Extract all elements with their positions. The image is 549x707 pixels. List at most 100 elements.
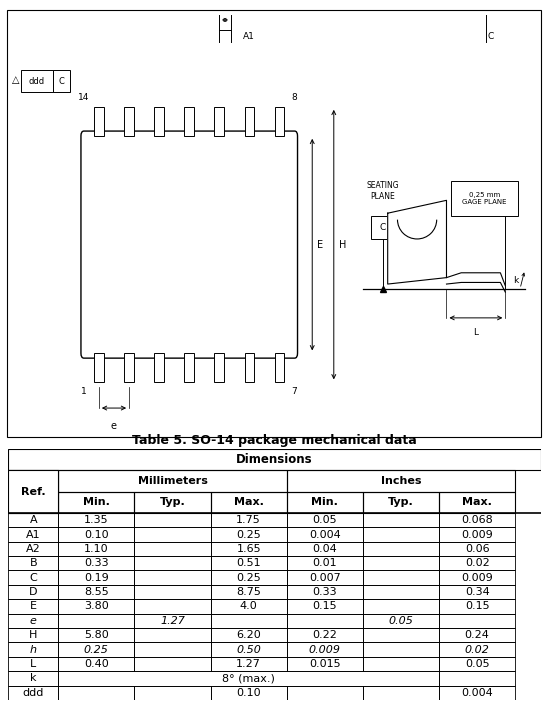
Bar xyxy=(58,614,135,628)
Text: Ref.: Ref. xyxy=(21,497,46,508)
Bar xyxy=(211,491,287,513)
Bar xyxy=(371,216,395,239)
Bar xyxy=(58,585,135,600)
Text: C: C xyxy=(380,223,386,232)
Polygon shape xyxy=(388,200,446,284)
Bar xyxy=(287,571,363,585)
Bar xyxy=(135,571,211,585)
Bar xyxy=(274,107,284,136)
Bar xyxy=(58,571,135,585)
Bar xyxy=(439,527,515,542)
Text: 0.25: 0.25 xyxy=(236,530,261,539)
Text: B: B xyxy=(30,559,37,568)
Text: 0.15: 0.15 xyxy=(312,602,337,612)
Text: 0.22: 0.22 xyxy=(312,630,337,641)
Bar xyxy=(135,527,211,542)
Text: 0.068: 0.068 xyxy=(461,515,493,525)
Text: 0.02: 0.02 xyxy=(464,645,490,655)
Bar xyxy=(287,527,363,542)
Text: 0.02: 0.02 xyxy=(465,559,490,568)
Text: 1.27: 1.27 xyxy=(236,659,261,669)
Text: Millimeters: Millimeters xyxy=(138,476,208,486)
Bar xyxy=(8,449,541,470)
Bar xyxy=(8,527,58,542)
Bar xyxy=(287,542,363,556)
Bar xyxy=(124,354,134,382)
Bar xyxy=(58,491,135,513)
Text: A1: A1 xyxy=(26,530,41,539)
Bar xyxy=(135,585,211,600)
Text: Max.: Max. xyxy=(234,497,264,508)
Text: 0.009: 0.009 xyxy=(309,645,341,655)
Bar xyxy=(363,585,439,600)
Bar xyxy=(363,600,439,614)
Text: L: L xyxy=(473,327,478,337)
Bar xyxy=(211,643,287,657)
Bar xyxy=(135,542,211,556)
Text: h: h xyxy=(30,645,37,655)
Bar xyxy=(363,571,439,585)
Bar xyxy=(287,614,363,628)
Bar xyxy=(244,354,254,382)
Bar xyxy=(439,556,515,571)
Text: 0.004: 0.004 xyxy=(461,688,493,698)
Bar xyxy=(215,107,224,136)
Text: A1: A1 xyxy=(243,32,255,40)
Bar xyxy=(439,628,515,643)
Text: Table 5. SO-14 package mechanical data: Table 5. SO-14 package mechanical data xyxy=(132,434,417,447)
Bar xyxy=(94,354,104,382)
Text: 8: 8 xyxy=(292,93,298,102)
Bar xyxy=(21,70,53,93)
Text: k: k xyxy=(30,673,37,684)
Bar xyxy=(58,671,439,686)
Bar xyxy=(94,107,104,136)
Text: 0.33: 0.33 xyxy=(312,587,337,597)
Bar xyxy=(135,657,211,671)
Text: Dimensions: Dimensions xyxy=(236,453,313,466)
Bar xyxy=(8,671,58,686)
Text: Inches: Inches xyxy=(380,476,421,486)
Bar xyxy=(287,657,363,671)
Text: 1.75: 1.75 xyxy=(236,515,261,525)
Text: 0.05: 0.05 xyxy=(389,616,413,626)
Bar xyxy=(215,354,224,382)
Text: e: e xyxy=(30,616,37,626)
Text: 6.20: 6.20 xyxy=(236,630,261,641)
Bar xyxy=(439,571,515,585)
Text: 0.05: 0.05 xyxy=(465,659,490,669)
Bar xyxy=(58,470,287,491)
Text: E: E xyxy=(317,240,323,250)
Text: H: H xyxy=(339,240,346,250)
Text: 5.80: 5.80 xyxy=(84,630,109,641)
Bar xyxy=(8,686,58,700)
Bar xyxy=(439,686,515,700)
Bar xyxy=(154,107,164,136)
Text: Max.: Max. xyxy=(462,497,492,508)
Bar xyxy=(135,513,211,527)
Bar xyxy=(211,686,287,700)
Text: 0.007: 0.007 xyxy=(309,573,341,583)
Bar xyxy=(58,600,135,614)
Bar xyxy=(211,513,287,527)
Bar xyxy=(211,571,287,585)
Bar xyxy=(211,657,287,671)
Text: Min.: Min. xyxy=(311,497,338,508)
Text: 8° (max.): 8° (max.) xyxy=(222,673,275,684)
Bar xyxy=(8,542,58,556)
Bar xyxy=(211,585,287,600)
Bar xyxy=(8,657,58,671)
Text: A2: A2 xyxy=(26,544,41,554)
Text: 8.75: 8.75 xyxy=(236,587,261,597)
Bar xyxy=(439,491,515,513)
Bar xyxy=(363,686,439,700)
Text: C: C xyxy=(488,32,494,40)
Bar xyxy=(363,614,439,628)
Text: 0.06: 0.06 xyxy=(465,544,490,554)
Bar xyxy=(58,527,135,542)
Text: 0.009: 0.009 xyxy=(461,573,493,583)
Text: Typ.: Typ. xyxy=(388,497,414,508)
Bar xyxy=(363,527,439,542)
Text: 0.015: 0.015 xyxy=(309,659,340,669)
Text: 0.40: 0.40 xyxy=(84,659,109,669)
Bar xyxy=(287,585,363,600)
